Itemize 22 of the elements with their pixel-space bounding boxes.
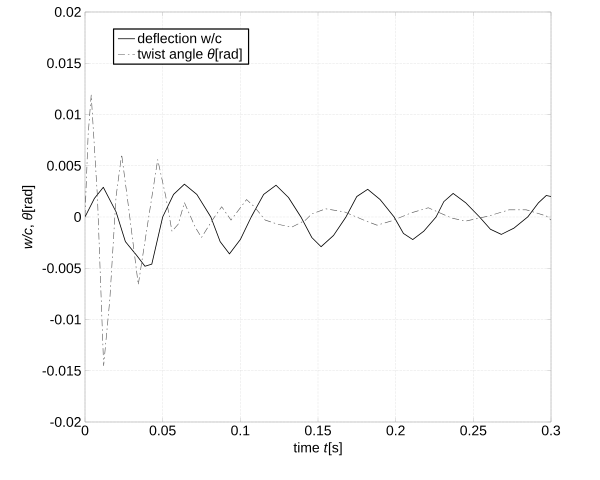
y-tick-label: -0.005: [42, 263, 81, 274]
legend-label: twist angle θ[rad]: [138, 48, 242, 62]
x-tick-label: 0: [82, 426, 88, 436]
y-tick-label: 0.01: [54, 110, 81, 120]
x-tick-label: 0.1: [231, 426, 250, 436]
x-tick-label: 0.15: [304, 426, 331, 436]
line-series: [85, 94, 552, 366]
y-tick-label: 0: [74, 212, 81, 222]
y-tick-label: 0.015: [47, 58, 81, 68]
x-tick-label: 0.05: [150, 426, 176, 436]
y-tick-label: -0.02: [50, 417, 81, 427]
x-tick-label: 0.2: [386, 426, 405, 436]
y-tick-label: -0.01: [50, 314, 81, 324]
legend-label: deflection w/c: [138, 32, 222, 44]
y-tick-label: 0.02: [54, 7, 81, 17]
y-tick-label: -0.015: [42, 366, 81, 376]
x-tick-label: 0.3: [542, 426, 560, 436]
line-series: [85, 184, 552, 267]
x-tick-label: 0.25: [460, 426, 486, 436]
y-axis-title: w/c, θ[rad]: [22, 186, 36, 248]
y-tick-label: 0.005: [47, 160, 81, 171]
x-axis-title: time t[s]: [294, 442, 342, 456]
